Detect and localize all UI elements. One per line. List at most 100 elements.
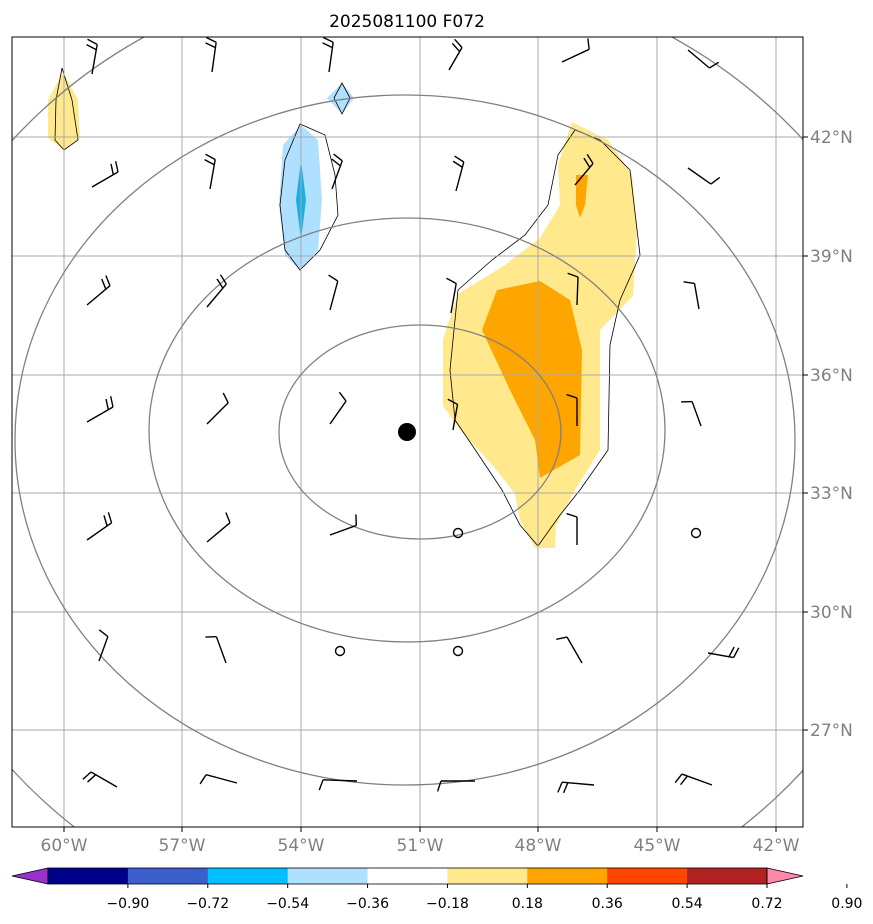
map-title: 2025081100 F072 xyxy=(329,12,485,32)
lat-label: 27°N xyxy=(810,721,853,741)
colorbar-label: 0.18 xyxy=(512,896,543,912)
wind-barb xyxy=(204,153,216,190)
wind-barb xyxy=(318,779,358,791)
wind-barb xyxy=(86,38,98,75)
positive-contour xyxy=(449,129,641,547)
wind-barb xyxy=(446,277,457,314)
calm-wind-circle xyxy=(334,645,346,657)
wind-barb xyxy=(687,49,720,69)
wind-barb xyxy=(447,398,459,431)
colorbar-extend-min xyxy=(11,867,49,885)
lat-label: 33°N xyxy=(810,484,853,504)
calm-wind-circle xyxy=(452,527,464,539)
colorbar-segment xyxy=(127,868,209,884)
wind-barb xyxy=(436,780,475,792)
colorbar-segment xyxy=(207,868,289,884)
lon-label: 48°W xyxy=(515,836,562,856)
wind-barb xyxy=(98,629,109,662)
wind-barb xyxy=(86,512,113,541)
lon-label: 51°W xyxy=(397,836,444,856)
colorbar-segment xyxy=(48,868,129,884)
lon-label: 57°W xyxy=(159,836,206,856)
wind-barb xyxy=(566,393,578,426)
wind-barbs xyxy=(82,37,740,794)
wind-barb xyxy=(683,281,700,310)
wind-barb xyxy=(86,396,114,423)
wind-barb xyxy=(681,400,702,427)
wind-barb xyxy=(329,514,358,536)
latitude-labels: 42°N 39°N 36°N 33°N 30°N 27°N xyxy=(803,128,853,741)
colorbar-label: −0.18 xyxy=(426,896,469,912)
positive-anomaly-mid-small xyxy=(576,175,588,218)
lat-label: 39°N xyxy=(810,247,853,267)
colorbar-label: 0.54 xyxy=(672,896,703,912)
wind-barb xyxy=(452,155,465,192)
lon-label: 45°W xyxy=(634,836,681,856)
colorbar-segment xyxy=(607,868,688,884)
longitude-labels: 60°W 57°W 54°W 51°W 48°W 45°W 42°W xyxy=(41,827,800,856)
lat-lon-grid xyxy=(12,37,803,827)
storm-center-dot xyxy=(398,423,416,441)
wind-barb xyxy=(322,37,334,73)
wind-barb xyxy=(82,771,118,788)
wind-barb xyxy=(674,773,713,786)
shaded-field xyxy=(48,72,637,548)
negative-contour xyxy=(279,123,339,271)
colorbar-segment xyxy=(367,868,448,884)
colorbar-extend-max xyxy=(766,867,804,885)
wind-barb xyxy=(91,161,119,188)
calm-wind-circle xyxy=(690,527,702,539)
lat-label: 42°N xyxy=(810,128,853,148)
negative-contour-small xyxy=(333,82,351,115)
colorbar-segment xyxy=(687,868,768,884)
wind-barb xyxy=(199,774,238,785)
wind-barb xyxy=(86,275,111,306)
lat-label: 30°N xyxy=(810,603,853,623)
lon-label: 42°W xyxy=(753,836,800,856)
gray-contour-ring xyxy=(278,324,562,540)
wind-barb xyxy=(574,153,594,186)
colorbar-label: −0.90 xyxy=(106,896,149,912)
wind-barb xyxy=(206,392,229,425)
wind-barb xyxy=(687,167,721,185)
colorbar-label: −0.72 xyxy=(186,896,229,912)
colorbar-label: 0.36 xyxy=(592,896,623,912)
gray-contour-ring xyxy=(148,217,666,643)
wind-barb xyxy=(556,636,583,664)
wind-barb xyxy=(328,274,339,311)
negative-anomaly-small xyxy=(327,83,354,114)
wind-barb xyxy=(567,272,579,306)
colorbar: −0.90 −0.72 −0.54 −0.36 −0.18 0.18 0.36 0.54 0.7… xyxy=(11,867,862,912)
positive-anomaly-mid xyxy=(482,281,582,478)
wind-barb xyxy=(707,646,740,659)
wind-barb xyxy=(206,274,227,308)
colorbar-label: −0.36 xyxy=(346,896,389,912)
wind-barb xyxy=(206,512,231,543)
colorbar-segment xyxy=(527,868,608,884)
gray-contour-ring xyxy=(14,94,796,786)
colorbar-label: −0.54 xyxy=(266,896,309,912)
colorbar-label: 0.72 xyxy=(751,896,782,912)
wind-barb xyxy=(561,38,590,63)
colorbar-segment xyxy=(287,868,369,884)
colorbar-label: 0.90 xyxy=(831,896,862,912)
lon-label: 54°W xyxy=(278,836,325,856)
wind-barb xyxy=(566,512,578,545)
colorbar-segment xyxy=(447,868,528,884)
lat-label: 36°N xyxy=(810,366,853,386)
map-frame xyxy=(11,36,804,828)
wind-barb xyxy=(448,38,463,71)
colorbar-frame xyxy=(47,867,768,885)
wind-barb xyxy=(331,153,343,190)
wind-barb xyxy=(205,635,227,664)
wind-barb xyxy=(205,37,217,73)
wind-barb xyxy=(329,391,347,425)
calm-wind-circle xyxy=(452,645,464,657)
wind-barb xyxy=(557,781,595,794)
lon-label: 60°W xyxy=(41,836,88,856)
